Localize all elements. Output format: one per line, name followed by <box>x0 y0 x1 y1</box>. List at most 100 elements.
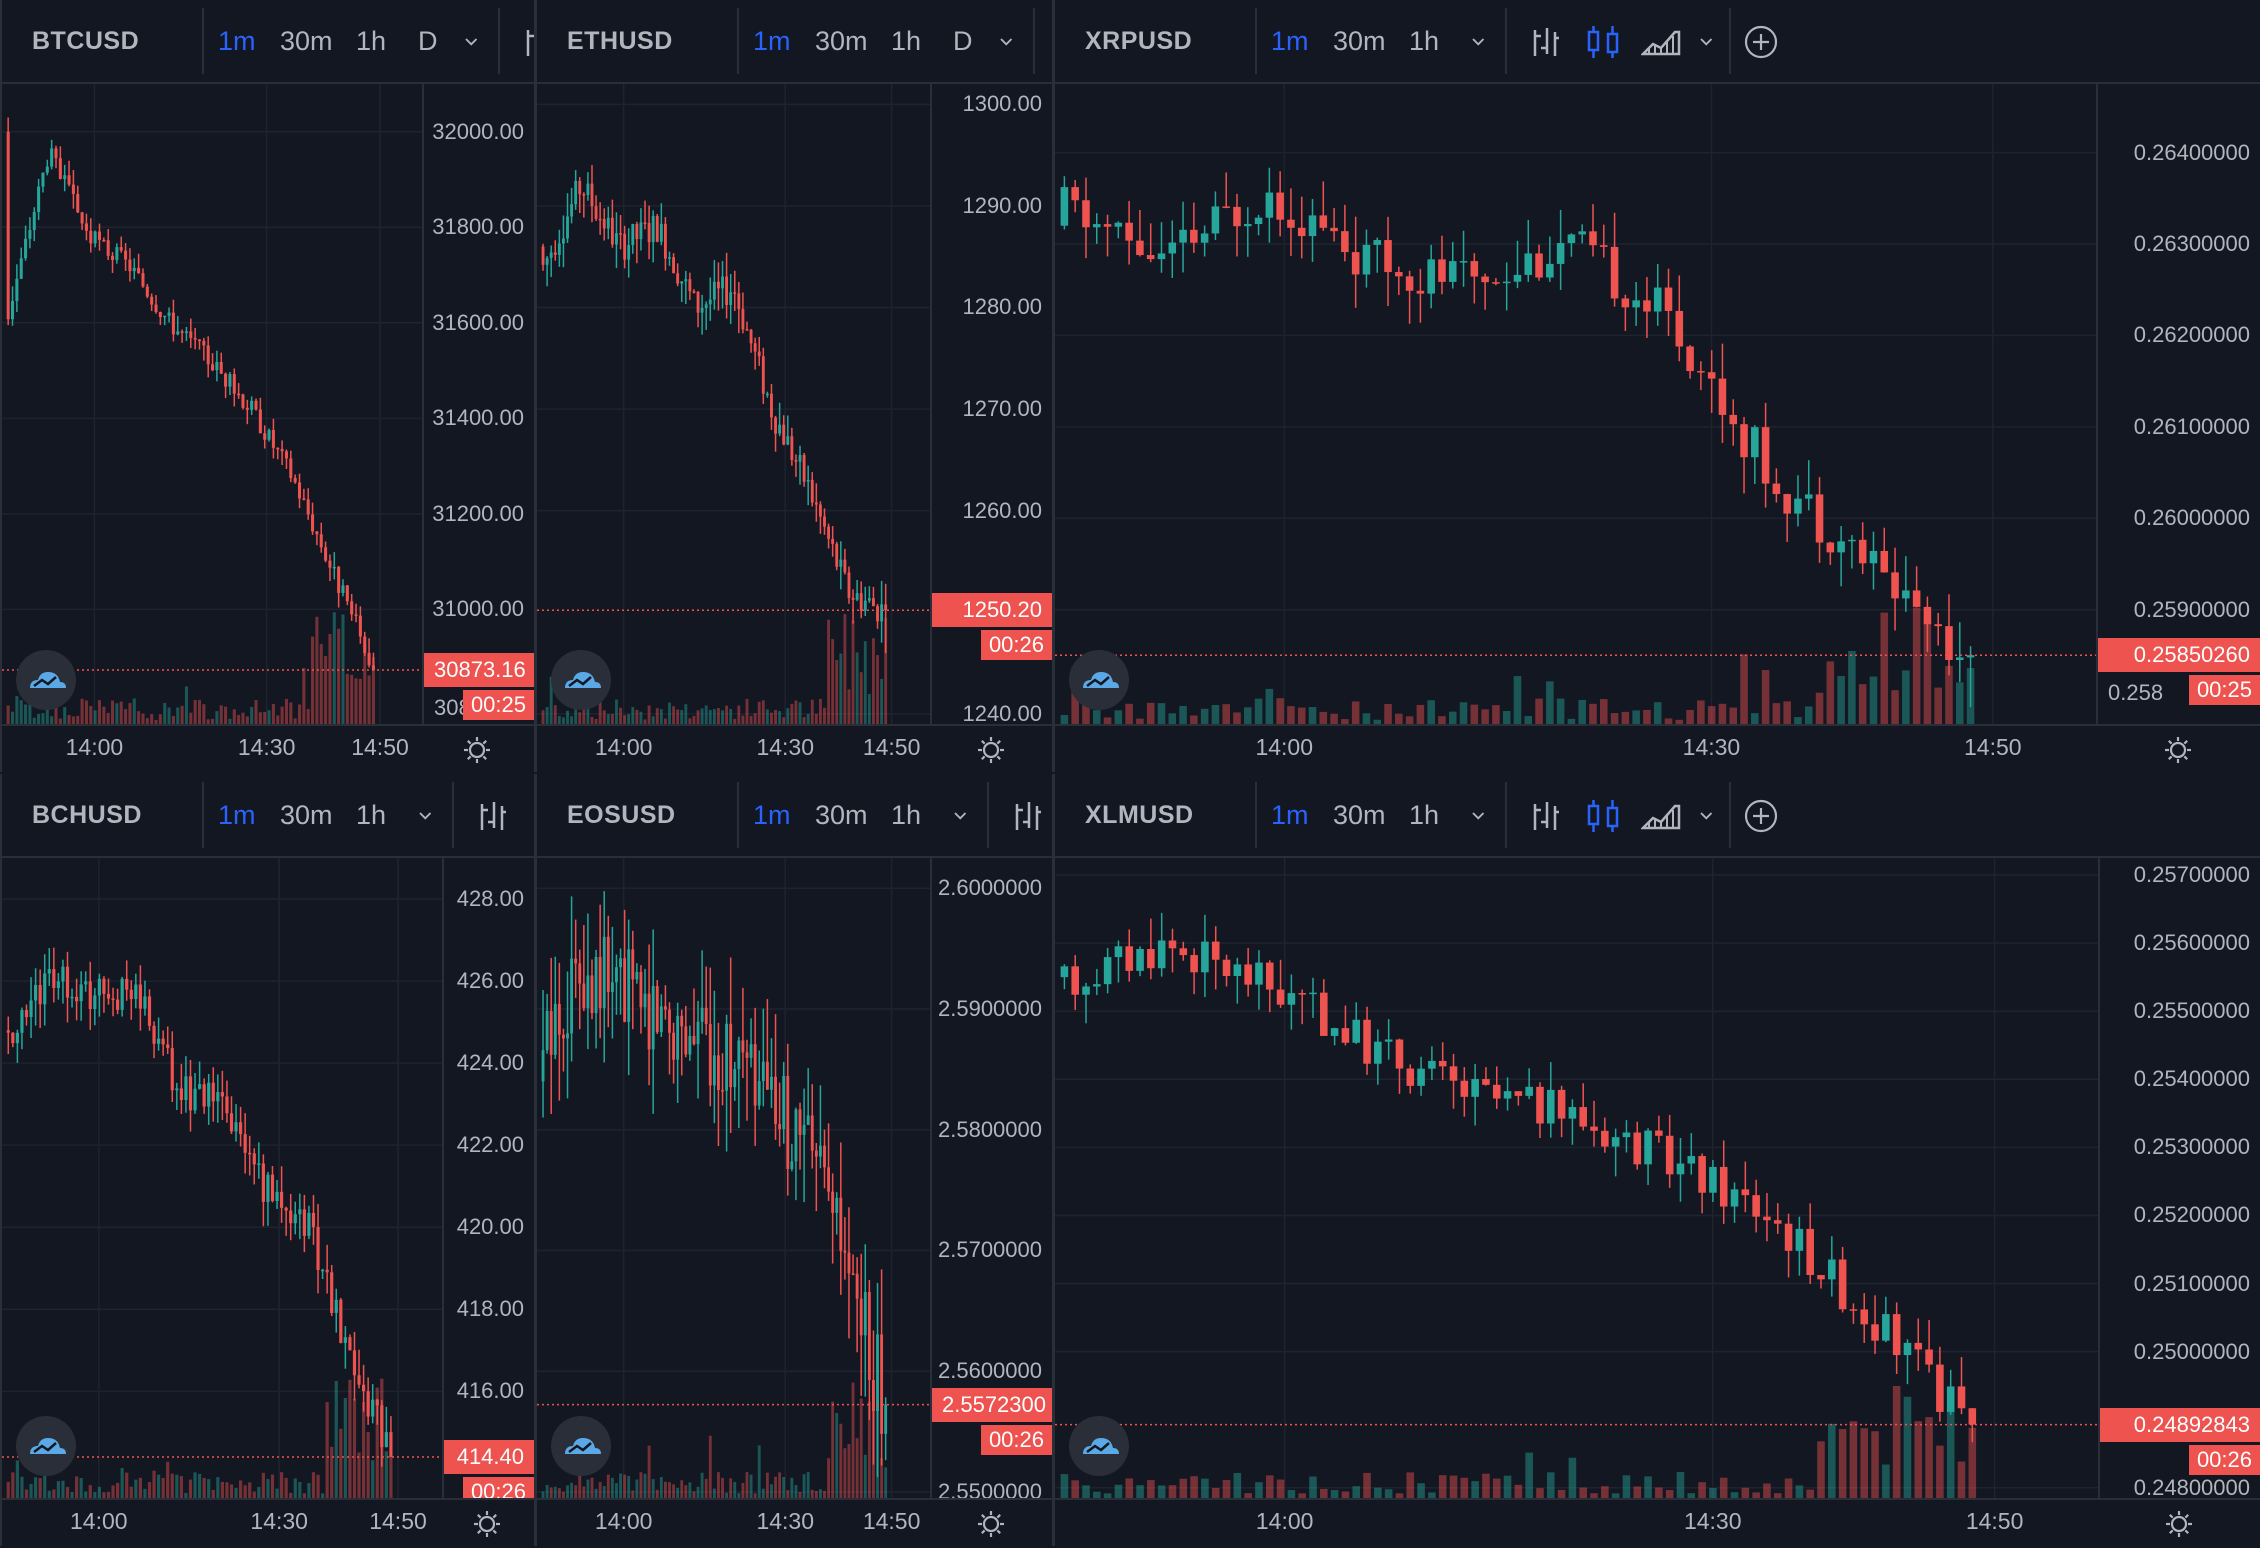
cloud-logo-icon[interactable] <box>16 1416 76 1476</box>
last-price-tag: 30873.16 <box>424 652 534 687</box>
chevron-down-icon[interactable] <box>460 22 490 62</box>
cloud-logo-icon[interactable] <box>1069 1416 1129 1476</box>
candle-body <box>1427 259 1435 294</box>
timeframe-1h[interactable]: 1h <box>891 26 922 56</box>
cloud-logo-icon[interactable] <box>16 650 76 710</box>
candle-body <box>541 1050 545 1082</box>
candle-body <box>93 231 97 244</box>
price-chart[interactable] <box>1055 858 2099 1498</box>
chevron-down-icon[interactable] <box>995 22 1025 62</box>
timeframe-1h[interactable]: 1h <box>356 26 387 56</box>
settings-gear-icon[interactable] <box>460 733 494 767</box>
price-chart[interactable] <box>2 858 442 1498</box>
candle-body <box>700 307 704 313</box>
chart-pane-ethusd[interactable]: ETHUSD 1m 30m 1h D 1300.00 1290.00 1280.00 1270.… <box>534 0 1052 772</box>
price-chart[interactable] <box>1055 84 2097 724</box>
chevron-down-icon[interactable] <box>1695 22 1725 62</box>
volume-bar <box>1902 670 1910 724</box>
time-axis[interactable]: 14:00 14:30 14:50 <box>1055 724 2260 772</box>
price-axis[interactable]: 428.00 426.00 424.00 422.00 420.00 418.00 416.… <box>442 858 534 1498</box>
settings-gear-icon[interactable] <box>974 733 1008 767</box>
symbol-label[interactable]: EOSUSD <box>567 801 676 829</box>
chart-pane-xlmusd[interactable]: XLMUSD 1m 30m 1h 0.25700000 0.25600000 0.25500… <box>1052 774 2260 1546</box>
time-axis[interactable]: 14:00 14:30 14:50 <box>2 1498 534 1546</box>
bar-chart-icon[interactable] <box>1525 22 1565 62</box>
timeframe-D[interactable]: D <box>953 26 973 56</box>
price-axis[interactable]: 32000.00 31800.00 31600.00 31400.00 31200.00… <box>422 84 534 724</box>
chevron-down-icon[interactable] <box>1467 796 1497 836</box>
candle-body <box>1460 1080 1469 1097</box>
timeframe-1m[interactable]: 1m <box>753 800 791 830</box>
timeframe-30m[interactable]: 30m <box>280 26 333 56</box>
timeframe-1m[interactable]: 1m <box>753 26 791 56</box>
candles-icon[interactable] <box>1583 22 1623 62</box>
price-chart[interactable] <box>537 858 931 1498</box>
cloud-logo-icon[interactable] <box>551 1416 611 1476</box>
settings-gear-icon[interactable] <box>2161 733 2195 767</box>
candles-icon[interactable] <box>1583 796 1623 836</box>
symbol-label[interactable]: XRPUSD <box>1085 27 1193 55</box>
cloud-logo-icon[interactable] <box>1069 650 1129 710</box>
price-chart[interactable] <box>2 84 422 724</box>
candle-body <box>839 1197 843 1251</box>
cloud-logo-icon[interactable] <box>551 650 611 710</box>
price-axis[interactable]: 0.25700000 0.25600000 0.25500000 0.25400000… <box>2098 858 2260 1498</box>
chevron-down-icon[interactable] <box>1695 796 1725 836</box>
plus-circle-icon[interactable] <box>1741 796 1781 836</box>
timeframe-30m[interactable]: 30m <box>815 800 868 830</box>
timeframe-1m[interactable]: 1m <box>218 26 256 56</box>
settings-gear-icon[interactable] <box>2162 1507 2196 1541</box>
timeframe-1h[interactable]: 1h <box>1409 26 1440 56</box>
candle-body <box>786 436 790 445</box>
price-axis[interactable]: 1300.00 1290.00 1280.00 1270.00 1260.00 1240.… <box>930 84 1052 724</box>
price-axis[interactable]: 2.6000000 2.5900000 2.5800000 2.5700000 2.56… <box>930 858 1052 1498</box>
timeframe-1m[interactable]: 1m <box>1271 26 1309 56</box>
price-chart[interactable] <box>537 84 931 724</box>
settings-gear-icon[interactable] <box>974 1507 1008 1541</box>
settings-gear-icon[interactable] <box>470 1507 504 1541</box>
time-axis[interactable]: 14:00 14:30 14:50 <box>537 724 1052 772</box>
timeframe-30m[interactable]: 30m <box>280 800 333 830</box>
candle-body <box>696 291 700 313</box>
timeframe-1m[interactable]: 1m <box>218 800 256 830</box>
timeframe-D[interactable]: D <box>418 26 438 56</box>
symbol-label[interactable]: BCHUSD <box>32 801 142 829</box>
timeframe-1h[interactable]: 1h <box>891 800 922 830</box>
time-axis[interactable]: 14:00 14:30 14:50 <box>537 1498 1052 1546</box>
candle-body <box>361 1384 366 1392</box>
area-icon[interactable] <box>1641 796 1681 836</box>
volume-bar <box>363 644 367 724</box>
price-axis[interactable]: 0.26400000 0.26300000 0.26200000 0.26100000… <box>2096 84 2260 724</box>
timeframe-1h[interactable]: 1h <box>356 800 387 830</box>
timeframe-1m[interactable]: 1m <box>1271 800 1309 830</box>
area-icon[interactable] <box>1641 22 1681 62</box>
chevron-down-icon[interactable] <box>949 796 979 836</box>
time-axis[interactable]: 14:00 14:30 14:50 <box>2 724 534 772</box>
volume-bar <box>1417 1483 1425 1498</box>
bar-chart-icon[interactable] <box>1007 796 1047 836</box>
bar-chart-icon[interactable] <box>472 796 512 836</box>
chart-pane-xrpusd[interactable]: XRPUSD 1m 30m 1h 0.26400000 0.26300000 0.26200… <box>1052 0 2260 772</box>
chart-pane-eosusd[interactable]: EOSUSD 1m 30m 1h 2.6000000 2.5900000 2.5800000… <box>534 774 1052 1546</box>
chart-pane-btcusd[interactable]: BTCUSD 1m 30m 1h D 32000.00 31800.00 31600.00 31… <box>0 0 534 772</box>
volume-bar <box>1556 698 1565 724</box>
candle-body <box>54 148 58 159</box>
timeframe-30m[interactable]: 30m <box>815 26 868 56</box>
plus-circle-icon[interactable] <box>1741 22 1781 62</box>
volume-bar <box>289 702 293 724</box>
chart-pane-bchusd[interactable]: BCHUSD 1m 30m 1h 428.00 426.00 424.00 422.00 420… <box>0 774 534 1546</box>
candle-body <box>1459 261 1468 263</box>
symbol-label[interactable]: ETHUSD <box>567 27 673 55</box>
chevron-down-icon[interactable] <box>1467 22 1497 62</box>
bar-chart-icon[interactable] <box>518 22 534 62</box>
symbol-label[interactable]: BTCUSD <box>32 27 140 55</box>
bar-chart-icon[interactable] <box>1525 796 1565 836</box>
symbol-label[interactable]: XLMUSD <box>1085 801 1194 829</box>
timeframe-1h[interactable]: 1h <box>1409 800 1440 830</box>
chevron-down-icon[interactable] <box>414 796 444 836</box>
timeframe-30m[interactable]: 30m <box>1333 800 1386 830</box>
timeframe-30m[interactable]: 30m <box>1333 26 1386 56</box>
time-axis[interactable]: 14:00 14:30 14:50 <box>1055 1498 2260 1546</box>
volume-bar <box>1244 1493 1252 1498</box>
volume-bar <box>302 667 306 724</box>
